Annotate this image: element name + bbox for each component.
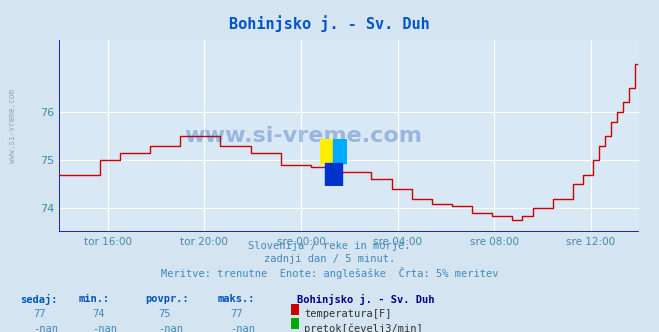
Bar bbox=[325, 163, 342, 186]
Text: 77: 77 bbox=[231, 309, 243, 319]
Text: sedaj:: sedaj: bbox=[20, 294, 57, 305]
Text: 74: 74 bbox=[92, 309, 105, 319]
Text: 77: 77 bbox=[33, 309, 45, 319]
Text: Meritve: trenutne  Enote: anglešaške  Črta: 5% meritev: Meritve: trenutne Enote: anglešaške Črta… bbox=[161, 267, 498, 279]
Text: min.:: min.: bbox=[79, 294, 110, 304]
Text: -nan: -nan bbox=[33, 324, 58, 332]
Text: -nan: -nan bbox=[92, 324, 117, 332]
Text: temperatura[F]: temperatura[F] bbox=[304, 309, 392, 319]
Text: pretok[čevelj3/min]: pretok[čevelj3/min] bbox=[304, 324, 423, 332]
Bar bbox=[320, 139, 333, 163]
Text: maks.:: maks.: bbox=[217, 294, 255, 304]
Text: -nan: -nan bbox=[158, 324, 183, 332]
Text: Bohinjsko j. - Sv. Duh: Bohinjsko j. - Sv. Duh bbox=[297, 294, 434, 305]
Text: www.si-vreme.com: www.si-vreme.com bbox=[184, 126, 422, 146]
Text: zadnji dan / 5 minut.: zadnji dan / 5 minut. bbox=[264, 254, 395, 264]
Text: www.si-vreme.com: www.si-vreme.com bbox=[8, 89, 17, 163]
Text: Slovenija / reke in morje.: Slovenija / reke in morje. bbox=[248, 241, 411, 251]
Bar bbox=[333, 139, 347, 163]
Text: 75: 75 bbox=[158, 309, 171, 319]
Text: -nan: -nan bbox=[231, 324, 256, 332]
Text: Bohinjsko j. - Sv. Duh: Bohinjsko j. - Sv. Duh bbox=[229, 15, 430, 32]
Text: povpr.:: povpr.: bbox=[145, 294, 188, 304]
